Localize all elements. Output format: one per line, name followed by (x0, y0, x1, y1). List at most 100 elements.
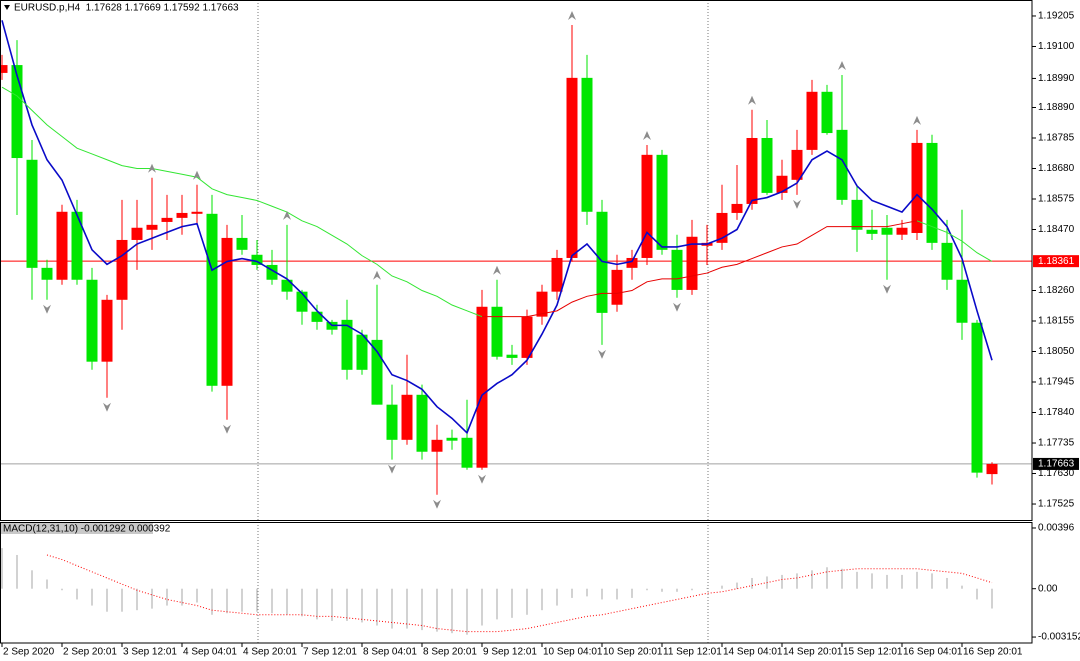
candle-body (581, 77, 593, 212)
candle-body (851, 199, 863, 230)
candle-body (626, 257, 638, 268)
y-tick-label: 1.17630 (1038, 468, 1075, 479)
candle-body (401, 394, 413, 440)
candle-body (86, 279, 98, 362)
x-tick-label: 10 Sep 04:01 (543, 647, 603, 658)
line (46, 554, 993, 633)
x-tick-label: 9 Sep 12:01 (483, 647, 537, 658)
candle-body (461, 437, 473, 468)
candle-body (806, 91, 818, 150)
candle-body (896, 227, 908, 235)
y-tick-label: 1.19100 (1038, 41, 1075, 52)
candle-body (221, 237, 233, 386)
candle-body (176, 212, 188, 218)
candle-body (551, 257, 563, 292)
fractal-up (568, 10, 576, 20)
candle-body (731, 203, 743, 213)
candle-body (161, 217, 173, 222)
candle-body (11, 65, 23, 159)
bid-label: 1.17663 (1038, 459, 1075, 470)
candle-body (926, 142, 938, 243)
fractal-down (673, 302, 681, 312)
y-tick-label: 1.18470 (1038, 224, 1075, 235)
candle-body (311, 311, 323, 322)
candle-body (476, 306, 488, 468)
candle-body (206, 213, 218, 386)
x-tick-label: 4 Sep 04:01 (183, 647, 237, 658)
fractal-up (493, 265, 501, 275)
x-tick-label: 14 Sep 20:01 (783, 647, 843, 658)
y-tick-label: 1.17735 (1038, 438, 1075, 449)
candle-body (656, 154, 668, 250)
candle-body (686, 236, 698, 290)
y-tick-label: 1.17945 (1038, 377, 1075, 388)
y-tick-label: 1.19205 (1038, 11, 1075, 22)
fractal-down (793, 199, 801, 209)
candle-body (431, 439, 443, 452)
candle-body (236, 237, 248, 250)
line (482, 220, 918, 318)
candle-body (596, 211, 608, 313)
candle-body (746, 137, 758, 204)
candle-body (506, 354, 518, 358)
x-tick-label: 4 Sep 20:01 (243, 647, 297, 658)
fractal-down (43, 304, 51, 314)
x-tick-label: 8 Sep 04:01 (363, 647, 417, 658)
y-tick-label: 1.18890 (1038, 102, 1075, 113)
candle-body (0, 65, 8, 73)
candle-body (491, 306, 503, 357)
candle-body (641, 154, 653, 258)
candle-body (881, 227, 893, 235)
fractal-down (598, 349, 606, 359)
bid-label-bg (1033, 457, 1079, 470)
candle-body (296, 291, 308, 312)
candle-body (71, 211, 83, 280)
candle-body (146, 224, 158, 230)
indicator-title-bg (1, 523, 153, 534)
candle-body (371, 339, 383, 405)
candle-body (941, 242, 953, 280)
fractal-down (388, 464, 396, 474)
candle-body (566, 77, 578, 258)
candle-body (26, 159, 38, 268)
x-tick-label: 14 Sep 04:01 (723, 647, 783, 658)
line (1, 86, 993, 318)
y-tick-label: 1.17525 (1038, 499, 1075, 510)
candle-body (821, 91, 833, 134)
candle-body (791, 149, 803, 180)
fractal-down (433, 499, 441, 509)
y-tick-label: 1.18680 (1038, 163, 1075, 174)
menu-triangle[interactable] (4, 5, 10, 10)
x-tick-label: 16 Sep 20:01 (963, 647, 1023, 658)
chart-title: EURUSD.p,H4 1.17628 1.17669 1.17592 1.17… (14, 3, 239, 14)
candle-body (971, 322, 983, 473)
candle-body (956, 279, 968, 323)
x-tick-label: 2 Sep 20:01 (63, 647, 117, 658)
main-frame (0, 0, 1033, 521)
fractal-up (373, 270, 381, 280)
candle-body (671, 249, 683, 290)
fractal-up (838, 60, 846, 70)
y-tick-label: 1.18575 (1038, 194, 1075, 205)
indicator-frame (0, 522, 1033, 644)
x-tick-label: 10 Sep 20:01 (603, 647, 663, 658)
y-tick-label: 1.18990 (1038, 73, 1075, 84)
fractal-up (283, 210, 291, 220)
x-tick-label: 7 Sep 12:01 (303, 647, 357, 658)
y-tick-label: 1.17840 (1038, 407, 1075, 418)
candle-body (341, 319, 353, 370)
fractal-up (148, 163, 156, 173)
level-label: 1.18361 (1038, 256, 1075, 267)
fractal-up (643, 130, 651, 140)
x-tick-label: 3 Sep 12:01 (123, 647, 177, 658)
fractal-down (478, 474, 486, 484)
candle-body (776, 175, 788, 193)
fractal-up (193, 170, 201, 180)
candle-body (41, 267, 53, 280)
fractal-down (883, 284, 891, 294)
fractal-up (913, 115, 921, 125)
y-tick-label: 1.18260 (1038, 285, 1075, 296)
candle-body (281, 279, 293, 292)
